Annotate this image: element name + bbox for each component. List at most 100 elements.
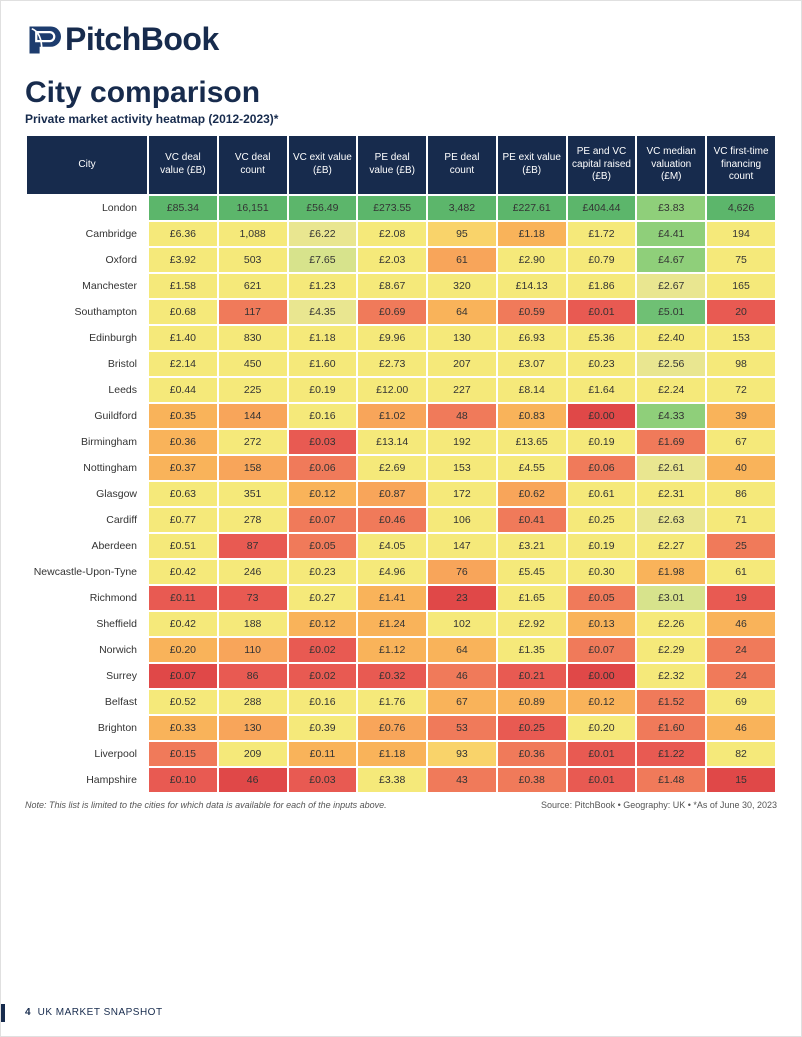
heatmap-cell: £4.55 — [498, 456, 566, 480]
note-right: Source: PitchBook • Geography: UK • *As … — [541, 800, 777, 810]
city-cell: Aberdeen — [27, 534, 147, 558]
heatmap-cell: £2.67 — [637, 274, 705, 298]
heatmap-cell: 71 — [707, 508, 775, 532]
heatmap-cell: £1.18 — [289, 326, 357, 350]
heatmap-cell: £0.11 — [289, 742, 357, 766]
heatmap-cell: £0.12 — [289, 612, 357, 636]
page-footer: 4 UK MARKET SNAPSHOT — [25, 1007, 163, 1018]
page-number: 4 — [25, 1007, 31, 1018]
heatmap-cell: £1.60 — [289, 352, 357, 376]
heatmap-cell: 64 — [428, 300, 496, 324]
table-row: Norwich£0.20110£0.02£1.1264£1.35£0.07£2.… — [27, 638, 775, 662]
heatmap-cell: £0.37 — [149, 456, 217, 480]
heatmap-cell: £1.22 — [637, 742, 705, 766]
heatmap-cell: £0.19 — [568, 534, 636, 558]
city-cell: Hampshire — [27, 768, 147, 792]
table-row: Edinburgh£1.40830£1.18£9.96130£6.93£5.36… — [27, 326, 775, 350]
table-row: London£85.3416,151£56.49£273.553,482£227… — [27, 196, 775, 220]
heatmap-cell: £0.05 — [289, 534, 357, 558]
heatmap-cell: £1.18 — [358, 742, 426, 766]
heatmap-cell: 69 — [707, 690, 775, 714]
table-row: Manchester£1.58621£1.23£8.67320£14.13£1.… — [27, 274, 775, 298]
heatmap-cell: £0.35 — [149, 404, 217, 428]
heatmap-cell: £2.14 — [149, 352, 217, 376]
table-row: Sheffield£0.42188£0.12£1.24102£2.92£0.13… — [27, 612, 775, 636]
city-cell: Belfast — [27, 690, 147, 714]
heatmap-cell: £0.02 — [289, 664, 357, 688]
heatmap-cell: £273.55 — [358, 196, 426, 220]
city-cell: Liverpool — [27, 742, 147, 766]
heatmap-cell: 621 — [219, 274, 287, 298]
heatmap-cell: £56.49 — [289, 196, 357, 220]
heatmap-cell: 67 — [707, 430, 775, 454]
heatmap-cell: 102 — [428, 612, 496, 636]
city-cell: London — [27, 196, 147, 220]
city-cell: Sheffield — [27, 612, 147, 636]
heatmap-cell: £2.90 — [498, 248, 566, 272]
city-cell: Glasgow — [27, 482, 147, 506]
heatmap-cell: £1.98 — [637, 560, 705, 584]
city-cell: Richmond — [27, 586, 147, 610]
heatmap-cell: 830 — [219, 326, 287, 350]
heatmap-cell: £1.35 — [498, 638, 566, 662]
table-row: Newcastle-Upon-Tyne£0.42246£0.23£4.9676£… — [27, 560, 775, 584]
heatmap-cell: £1.60 — [637, 716, 705, 740]
heatmap-cell: £3.07 — [498, 352, 566, 376]
heatmap-cell: £0.42 — [149, 612, 217, 636]
heatmap-cell: £0.51 — [149, 534, 217, 558]
heatmap-cell: £1.72 — [568, 222, 636, 246]
page-subtitle: Private market activity heatmap (2012-20… — [25, 112, 777, 126]
heatmap-cell: 39 — [707, 404, 775, 428]
heatmap-cell: £0.00 — [568, 404, 636, 428]
city-cell: Surrey — [27, 664, 147, 688]
heatmap-cell: £8.14 — [498, 378, 566, 402]
city-cell: Nottingham — [27, 456, 147, 480]
heatmap-cell: £1.52 — [637, 690, 705, 714]
heatmap-cell: 95 — [428, 222, 496, 246]
heatmap-cell: 16,151 — [219, 196, 287, 220]
heatmap-cell: 1,088 — [219, 222, 287, 246]
table-row: Aberdeen£0.5187£0.05£4.05147£3.21£0.19£2… — [27, 534, 775, 558]
heatmap-cell: 207 — [428, 352, 496, 376]
city-cell: Oxford — [27, 248, 147, 272]
heatmap-cell: £0.23 — [568, 352, 636, 376]
heatmap-cell: 144 — [219, 404, 287, 428]
heatmap-cell: 110 — [219, 638, 287, 662]
heatmap-cell: 225 — [219, 378, 287, 402]
heatmap-cell: £2.92 — [498, 612, 566, 636]
heatmap-cell: £4.96 — [358, 560, 426, 584]
heatmap-cell: 46 — [707, 716, 775, 740]
heatmap-cell: £3.38 — [358, 768, 426, 792]
heatmap-cell: 278 — [219, 508, 287, 532]
heatmap-cell: 82 — [707, 742, 775, 766]
heatmap-cell: 272 — [219, 430, 287, 454]
table-row: Cardiff£0.77278£0.07£0.46106£0.41£0.25£2… — [27, 508, 775, 532]
heatmap-cell: £0.00 — [568, 664, 636, 688]
heatmap-cell: £2.63 — [637, 508, 705, 532]
heatmap-cell: 48 — [428, 404, 496, 428]
page-title: City comparison — [25, 76, 777, 110]
heatmap-cell: £4.05 — [358, 534, 426, 558]
table-row: Leeds£0.44225£0.19£12.00227£8.14£1.64£2.… — [27, 378, 775, 402]
heatmap-cell: £0.03 — [289, 430, 357, 454]
heatmap-cell: 158 — [219, 456, 287, 480]
heatmap-cell: 46 — [219, 768, 287, 792]
heatmap-cell: 75 — [707, 248, 775, 272]
heatmap-table: CityVC deal value (£B)VC deal countVC ex… — [25, 134, 777, 794]
heatmap-cell: £0.19 — [568, 430, 636, 454]
heatmap-cell: £0.52 — [149, 690, 217, 714]
heatmap-cell: £0.30 — [568, 560, 636, 584]
heatmap-cell: 40 — [707, 456, 775, 480]
city-cell: Edinburgh — [27, 326, 147, 350]
heatmap-cell: 192 — [428, 430, 496, 454]
heatmap-cell: £3.21 — [498, 534, 566, 558]
heatmap-cell: £0.46 — [358, 508, 426, 532]
heatmap-cell: £0.23 — [289, 560, 357, 584]
heatmap-cell: £1.24 — [358, 612, 426, 636]
city-cell: Cardiff — [27, 508, 147, 532]
pitchbook-icon — [25, 22, 61, 58]
city-cell: Manchester — [27, 274, 147, 298]
column-header: City — [27, 136, 147, 194]
heatmap-cell: £2.03 — [358, 248, 426, 272]
heatmap-cell: £0.16 — [289, 690, 357, 714]
